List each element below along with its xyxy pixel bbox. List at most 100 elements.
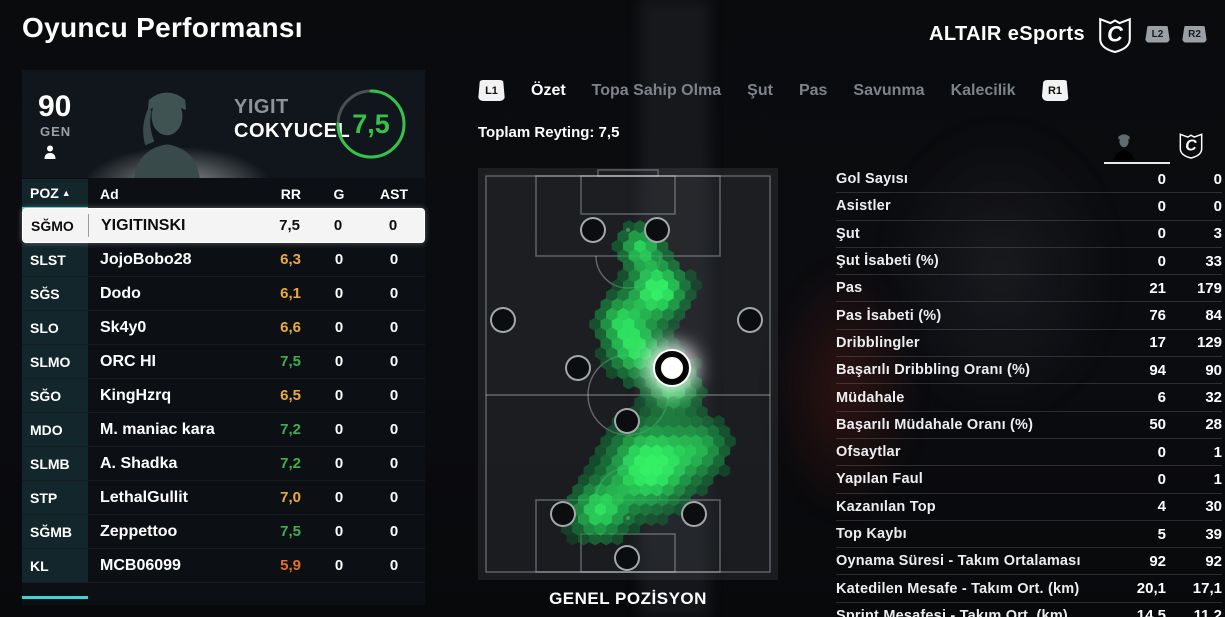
roster-header-row: POZ ▲ Ad RR G AST bbox=[22, 178, 425, 210]
roster-row[interactable]: SĞMO YIGITINSKI 7,5 0 0 bbox=[22, 208, 425, 243]
stats-columns-header: C bbox=[836, 130, 1222, 166]
tab-şut[interactable]: Şut bbox=[747, 81, 773, 99]
roster-row[interactable]: SLO Sk4y0 6,6 0 0 bbox=[22, 311, 425, 345]
roster-row[interactable]: SLMO ORC HI 7,5 0 0 bbox=[22, 345, 425, 379]
stat-label: Sprint Mesafesi - Takım Ort. (km) bbox=[836, 607, 1068, 617]
tab-pas[interactable]: Pas bbox=[798, 81, 828, 99]
roster-row[interactable]: SLMB A. Shadka 7,2 0 0 bbox=[22, 447, 425, 481]
stat-club-value: 17,1 bbox=[1192, 580, 1222, 598]
svg-text:C: C bbox=[1107, 22, 1124, 47]
stat-player-value: 5 bbox=[1157, 525, 1166, 543]
roster-row[interactable]: SĞS Dodo 6,1 0 0 bbox=[22, 277, 425, 311]
player-dot[interactable] bbox=[565, 355, 591, 381]
roster-rating: 7,5 bbox=[280, 353, 301, 370]
player-dot[interactable] bbox=[737, 307, 763, 333]
stat-player-value: 4 bbox=[1157, 498, 1166, 516]
roster-rating: 7,2 bbox=[280, 455, 301, 472]
stat-player-value: 94 bbox=[1149, 361, 1166, 379]
player-dot[interactable] bbox=[580, 217, 606, 243]
background-scene bbox=[770, 260, 920, 520]
roster-rating: 6,3 bbox=[280, 251, 301, 268]
column-header-goals[interactable]: G bbox=[333, 186, 345, 202]
roster-pos: SLO bbox=[22, 311, 88, 344]
stat-row: Şut 0 3 bbox=[836, 221, 1222, 248]
r2-button[interactable]: R2 bbox=[1182, 25, 1207, 43]
roster-row[interactable]: STP LethalGullit 7,0 0 0 bbox=[22, 481, 425, 515]
club-crest-icon: C bbox=[1179, 133, 1203, 159]
roster-assists: 0 bbox=[389, 523, 399, 540]
stat-label: Asistler bbox=[836, 198, 891, 215]
roster-player-name: LethalGullit bbox=[100, 488, 188, 506]
player-overall: 90 bbox=[38, 90, 72, 123]
stat-row: Pas 21 179 bbox=[836, 275, 1222, 303]
column-header-assists[interactable]: AST bbox=[380, 186, 408, 202]
roster-goals: 0 bbox=[334, 421, 344, 438]
stat-label: Şut bbox=[836, 225, 860, 242]
stat-club-value: 1 bbox=[1213, 470, 1222, 488]
roster-row[interactable]: MDO M. maniac kara 7,2 0 0 bbox=[22, 413, 425, 447]
stat-player-value: 0 bbox=[1157, 225, 1166, 243]
player-column-icon bbox=[1114, 134, 1134, 160]
roster-pos: SĞO bbox=[22, 379, 88, 412]
player-dot[interactable] bbox=[614, 545, 640, 571]
stat-player-value: 92 bbox=[1149, 552, 1166, 570]
roster-rating: 6,6 bbox=[280, 319, 301, 336]
stat-club-value: 0 bbox=[1213, 197, 1222, 215]
position-heatmap-pitch bbox=[478, 168, 778, 580]
stat-label: Gol Sayısı bbox=[836, 171, 909, 188]
column-header-name[interactable]: Ad bbox=[100, 186, 119, 202]
tab-özet[interactable]: Özet bbox=[531, 81, 566, 99]
stat-row: Dribblingler 17 129 bbox=[836, 330, 1222, 358]
l1-button[interactable]: L1 bbox=[478, 80, 505, 101]
roster-assists: 0 bbox=[389, 285, 399, 302]
roster-table: POZ ▲ Ad RR G AST SĞMO YIGITINSKI 7,5 0 0 SLS… bbox=[22, 178, 425, 583]
tab-topa-sahip-olma[interactable]: Topa Sahip Olma bbox=[591, 81, 722, 99]
selected-player-dot[interactable] bbox=[655, 351, 689, 385]
roster-pos: STP bbox=[22, 481, 88, 514]
roster-player-name: M. maniac kara bbox=[100, 420, 215, 438]
roster-goals: 0 bbox=[334, 285, 344, 302]
roster-pos: SĞMB bbox=[22, 515, 88, 548]
player-dot[interactable] bbox=[550, 501, 576, 527]
player-dot[interactable] bbox=[681, 501, 707, 527]
column-header-rr[interactable]: RR bbox=[280, 186, 301, 202]
l2-button[interactable]: L2 bbox=[1145, 25, 1170, 43]
roster-row[interactable]: SĞO KingHzrq 6,5 0 0 bbox=[22, 379, 425, 413]
rating-ring bbox=[336, 89, 406, 159]
roster-assists: 0 bbox=[388, 217, 398, 234]
roster-assists: 0 bbox=[389, 455, 399, 472]
team-header: ALTAIR eSports C L2 R2 bbox=[929, 14, 1207, 54]
column-header-pos[interactable]: POZ ▲ bbox=[22, 178, 88, 210]
player-dot[interactable] bbox=[644, 217, 670, 243]
roster-player-name: KingHzrq bbox=[100, 386, 172, 404]
roster-rating: 7,5 bbox=[280, 523, 301, 540]
roster-row[interactable]: SĞMB Zeppettoo 7,5 0 0 bbox=[22, 515, 425, 549]
stat-row: Pas İsabeti (%) 76 84 bbox=[836, 302, 1222, 330]
player-dot[interactable] bbox=[490, 307, 516, 333]
roster-pos: SĞMO bbox=[23, 213, 89, 238]
player-dot[interactable] bbox=[614, 408, 640, 434]
stat-label: Yapılan Faul bbox=[836, 471, 924, 488]
stat-player-value: 21 bbox=[1149, 279, 1166, 297]
stat-row: Ofsaytlar 0 1 bbox=[836, 439, 1222, 467]
stat-club-value: 28 bbox=[1205, 416, 1222, 434]
roster-row[interactable]: KL MCB06099 5,9 0 0 bbox=[22, 549, 425, 583]
roster-goals: 0 bbox=[334, 251, 344, 268]
scroll-indicator[interactable] bbox=[22, 596, 88, 599]
tab-savunma[interactable]: Savunma bbox=[853, 81, 925, 99]
stat-club-value: 92 bbox=[1205, 552, 1222, 570]
stat-row: Asistler 0 0 bbox=[836, 193, 1222, 221]
stat-row: Kazanılan Top 4 30 bbox=[836, 494, 1222, 521]
background-scene bbox=[880, 120, 1120, 420]
stat-player-value: 6 bbox=[1157, 389, 1166, 407]
r1-button[interactable]: R1 bbox=[1041, 80, 1069, 101]
roster-goals: 0 bbox=[334, 319, 344, 336]
club-crest-icon: C bbox=[1099, 17, 1131, 54]
roster-assists: 0 bbox=[389, 251, 399, 268]
player-column-underline bbox=[1104, 162, 1170, 164]
stat-club-value: 179 bbox=[1196, 279, 1222, 297]
stat-row: Oynama Süresi - Takım Ortalaması 92 92 bbox=[836, 548, 1222, 576]
roster-player-name: YIGITINSKI bbox=[101, 216, 186, 234]
tab-kalecilik[interactable]: Kalecilik bbox=[950, 81, 1016, 99]
roster-row[interactable]: SLST JojoBobo28 6,3 0 0 bbox=[22, 243, 425, 277]
